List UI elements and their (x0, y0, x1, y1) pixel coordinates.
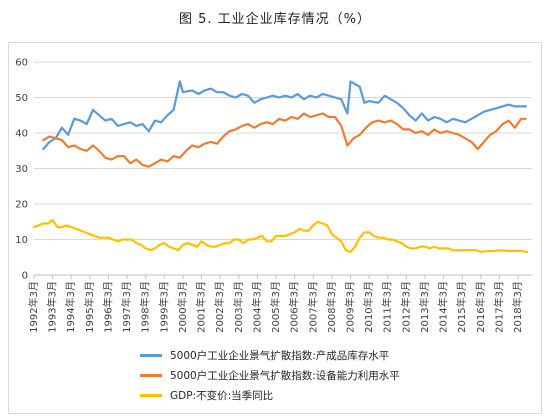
legend-label: 5000户工业企业景气扩散指数:设备能力利用水平 (170, 370, 400, 382)
x-tick-label: 1994年3月 (64, 281, 77, 333)
chart-frame (8, 42, 542, 414)
x-tick-label: 2012年3月 (399, 281, 412, 333)
x-tick-label: 1998年3月 (139, 281, 152, 333)
x-tick-label: 2014年3月 (437, 281, 450, 333)
x-tick-label: 1993年3月 (46, 281, 59, 333)
y-tick-label: 50 (15, 93, 28, 104)
legend-label: GDP:不变价:当季同比 (170, 390, 274, 402)
y-tick-label: 10 (15, 235, 28, 246)
x-tick-label: 2007年3月 (306, 281, 319, 333)
x-tick-label: 1999年3月 (157, 281, 170, 333)
x-tick-label: 2009年3月 (343, 281, 356, 333)
series-line-capacity (42, 112, 527, 168)
x-tick-label: 1995年3月 (83, 281, 96, 333)
legend-label: 5000户工业企业景气扩散指数:产成品库存水平 (170, 350, 390, 362)
x-tick-label: 2000年3月 (176, 281, 189, 333)
x-tick-label: 2006年3月 (288, 281, 301, 333)
chart-title: 图 5. 工业企业库存情况（%） (178, 12, 372, 27)
x-tick-label: 2011年3月 (381, 281, 394, 333)
series-line-inventory (42, 80, 527, 151)
x-tick-label: 2015年3月 (455, 281, 468, 333)
x-tick-label: 2018年3月 (511, 281, 524, 333)
y-tick-label: 0 (22, 271, 28, 282)
x-tick-label: 2017年3月 (492, 281, 505, 333)
y-tick-label: 60 (15, 58, 28, 69)
chart-legend: 5000户工业企业景气扩散指数:产成品库存水平 5000户工业企业景气扩散指数:… (140, 346, 400, 406)
y-tick-label: 20 (15, 200, 28, 211)
x-tick-label: 2013年3月 (418, 281, 431, 333)
legend-swatch (140, 393, 162, 397)
x-tick-label: 2005年3月 (269, 281, 282, 333)
y-tick-label: 40 (15, 129, 28, 140)
y-tick-label: 30 (15, 164, 28, 175)
x-tick-label: 2004年3月 (250, 281, 263, 333)
legend-item-inventory: 5000户工业企业景气扩散指数:产成品库存水平 (140, 346, 400, 366)
x-tick-label: 1997年3月 (120, 281, 133, 333)
legend-swatch (140, 373, 162, 377)
legend-swatch (140, 353, 162, 357)
x-tick-label: 2016年3月 (474, 281, 487, 333)
x-tick-label: 1992年3月 (27, 281, 40, 333)
legend-item-capacity: 5000户工业企业景气扩散指数:设备能力利用水平 (140, 366, 400, 386)
x-tick-label: 2008年3月 (325, 281, 338, 333)
x-tick-label: 1996年3月 (101, 281, 114, 333)
legend-item-gdp: GDP:不变价:当季同比 (140, 386, 400, 406)
x-tick-label: 2003年3月 (232, 281, 245, 333)
series-line-gdp (32, 218, 529, 253)
x-tick-label: 2001年3月 (195, 281, 208, 333)
x-tick-label: 2002年3月 (213, 281, 226, 333)
x-tick-label: 2010年3月 (362, 281, 375, 333)
